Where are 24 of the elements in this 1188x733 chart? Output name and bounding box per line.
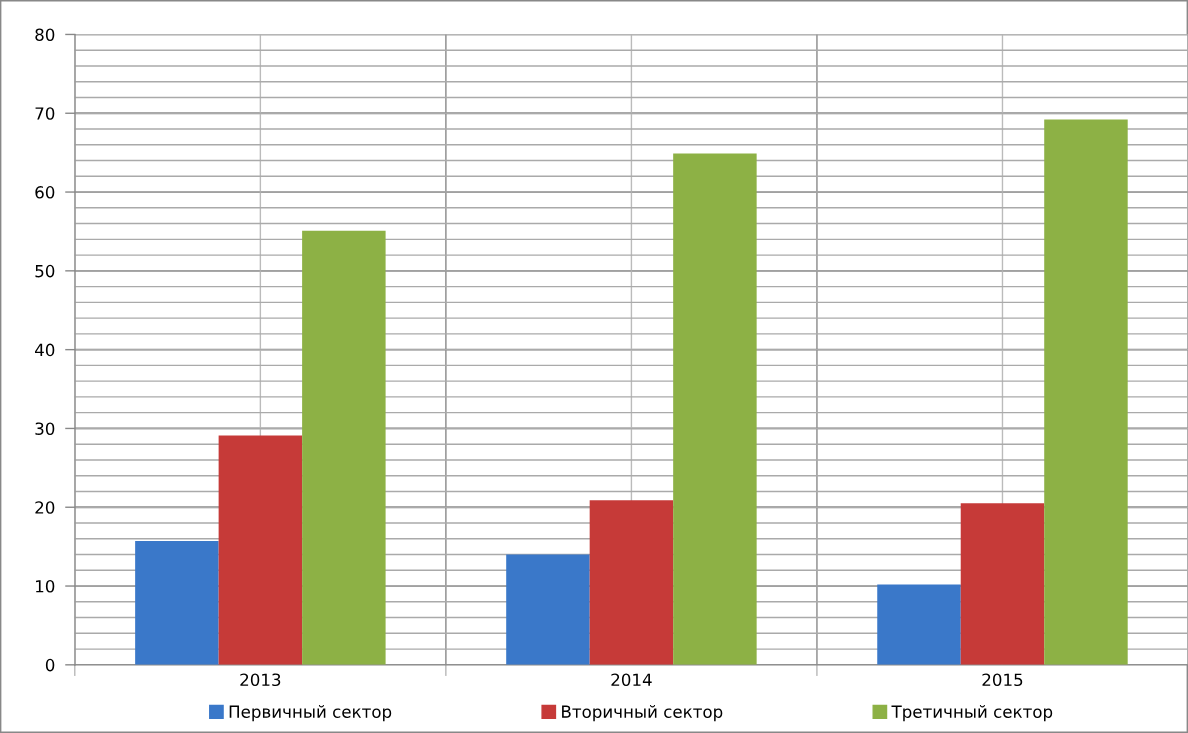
- bar: [218, 435, 303, 665]
- bar: [135, 541, 219, 665]
- legend-label: Третичный сектор: [891, 705, 1053, 722]
- y-tick-label: 50: [35, 264, 55, 278]
- x-tick-label: 2013: [240, 673, 281, 687]
- bar: [302, 230, 386, 665]
- y-tick-label: 80: [35, 28, 55, 42]
- bar: [877, 584, 961, 665]
- bar: [673, 153, 757, 665]
- y-tick-label: 0: [45, 658, 55, 672]
- bar: [589, 500, 674, 665]
- y-tick-label: 10: [36, 580, 55, 593]
- legend-label: Первичный сектор: [229, 705, 392, 722]
- x-tick-label: 2015: [982, 673, 1023, 687]
- bar: [1044, 119, 1128, 665]
- y-tick-label: 40: [35, 343, 55, 357]
- y-tick-label: 60: [35, 186, 55, 199]
- legend-label: Вторичный сектор: [562, 705, 723, 722]
- x-tick-label: 2014: [611, 673, 652, 687]
- bar: [960, 503, 1045, 665]
- y-tick-label: 30: [35, 422, 55, 436]
- bar: [506, 554, 590, 665]
- y-tick-label: 20: [35, 501, 55, 514]
- y-tick-label: 70: [35, 107, 55, 120]
